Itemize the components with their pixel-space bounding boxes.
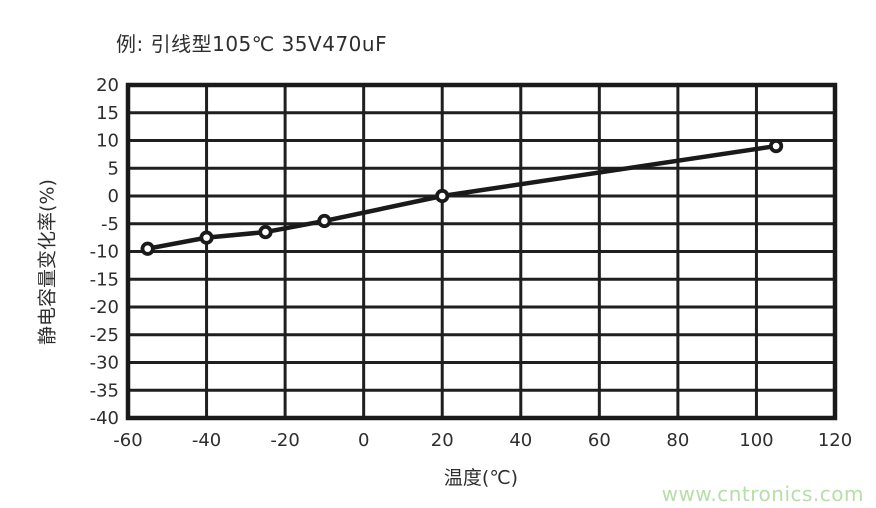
y-tick-label: -5	[101, 214, 119, 235]
data-point-marker	[317, 213, 332, 229]
y-tick-label: 0	[108, 186, 119, 207]
x-tick-label: -20	[270, 430, 299, 451]
y-tick-label: -10	[90, 242, 119, 263]
y-tick-label: -25	[90, 325, 119, 346]
y-tick-label: -30	[90, 353, 119, 374]
x-tick-label: 40	[509, 430, 532, 451]
y-tick-label: -35	[90, 380, 119, 401]
y-tick-label: 20	[96, 75, 119, 96]
chart-title: 例: 引线型105℃ 35V470uF	[116, 32, 388, 56]
series-line	[145, 143, 779, 251]
y-tick-label: -20	[90, 297, 119, 318]
y-tick-label: -15	[90, 269, 119, 290]
x-tick-label: -60	[113, 430, 142, 451]
data-point-marker	[435, 188, 450, 204]
x-tick-label: 20	[431, 430, 454, 451]
y-tick-label: 10	[96, 131, 119, 152]
x-tick-label: 120	[818, 430, 852, 451]
y-tick-label: 5	[108, 158, 119, 179]
y-tick-label: -40	[90, 408, 119, 429]
data-point-marker	[768, 138, 784, 154]
x-tick-label: 100	[739, 430, 773, 451]
y-tick-label: 15	[96, 103, 119, 124]
x-axis-label: 温度(℃)	[443, 467, 519, 489]
x-tick-label: 60	[588, 430, 611, 451]
data-point-marker	[258, 224, 273, 240]
x-tick-label: 0	[358, 430, 369, 451]
x-tick-label: -40	[192, 430, 221, 451]
data-point-marker	[199, 230, 214, 245]
data-point-marker	[140, 241, 155, 256]
x-tick-label: 80	[666, 430, 689, 451]
watermark: www.cntronics.com	[661, 482, 864, 506]
plot-border	[125, 82, 838, 421]
